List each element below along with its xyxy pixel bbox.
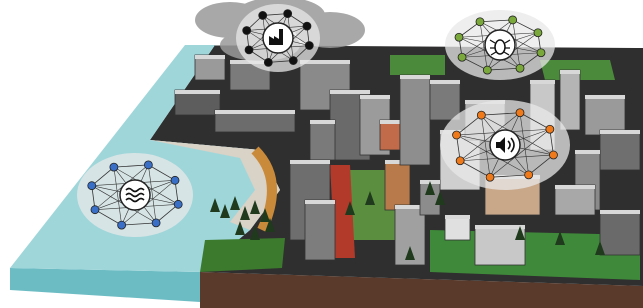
- building: [305, 200, 335, 260]
- page: (() => { const data = JSON.parse(documen…: [0, 0, 643, 308]
- building-roof: [600, 210, 640, 214]
- city-illustration: [0, 0, 643, 308]
- building-roof: [330, 90, 370, 94]
- network-hub: [120, 180, 150, 210]
- sensor-node: [525, 171, 533, 179]
- sensor-node: [144, 161, 152, 169]
- park: [390, 55, 445, 75]
- building-roof: [530, 80, 555, 84]
- sensor-node: [110, 163, 118, 171]
- network-hub: [485, 30, 515, 60]
- sensor-node: [284, 10, 292, 18]
- building: [600, 210, 640, 255]
- sensor-node: [537, 49, 545, 57]
- building-roof: [585, 95, 625, 99]
- building-roof: [305, 200, 335, 204]
- sensor-node: [456, 157, 464, 165]
- building: [600, 130, 640, 170]
- building-roof: [555, 185, 595, 189]
- sensor-node: [516, 64, 524, 72]
- building: [380, 120, 400, 150]
- building: [430, 80, 460, 120]
- sensor-node: [264, 58, 272, 66]
- sensor-node: [171, 176, 179, 184]
- sensor-node: [243, 26, 251, 34]
- building-roof: [400, 75, 430, 79]
- building-roof: [600, 130, 640, 134]
- sensor-node: [453, 131, 461, 139]
- building-roof: [215, 110, 295, 114]
- sensor-node: [509, 16, 517, 24]
- building: [400, 75, 430, 165]
- sensor-node: [476, 18, 484, 26]
- building: [310, 120, 335, 160]
- sensor-node: [91, 206, 99, 214]
- building-roof: [360, 95, 390, 99]
- building: [585, 95, 625, 135]
- sensor-node: [118, 221, 126, 229]
- sensor-node: [289, 57, 297, 65]
- building-roof: [175, 90, 220, 94]
- sensor-node: [303, 22, 311, 30]
- sensor-network: [445, 10, 555, 80]
- building-roof: [445, 215, 470, 219]
- building-roof: [380, 120, 400, 124]
- sensor-node: [455, 33, 463, 41]
- sensor-network: [440, 100, 570, 190]
- building: [560, 70, 580, 130]
- sensor-node: [305, 42, 313, 50]
- building-roof: [560, 70, 580, 74]
- sensor-node: [549, 151, 557, 159]
- sensor-network: [77, 153, 193, 237]
- building-roof: [475, 225, 525, 229]
- building-roof: [575, 150, 600, 154]
- building-roof: [290, 160, 330, 164]
- sensor-node: [486, 173, 494, 181]
- sensor-network: [236, 4, 320, 72]
- building: [385, 160, 410, 210]
- sensor-node: [458, 53, 466, 61]
- sensor-node: [245, 46, 253, 54]
- sensor-node: [534, 29, 542, 37]
- sensor-node: [152, 219, 160, 227]
- sensor-node: [516, 109, 524, 117]
- sensor-node: [259, 11, 267, 19]
- building: [555, 185, 595, 215]
- building-roof: [310, 120, 335, 124]
- building-roof: [430, 80, 460, 84]
- sensor-node: [546, 125, 554, 133]
- park: [200, 238, 285, 272]
- sensor-node: [174, 200, 182, 208]
- network-hub: [263, 23, 293, 53]
- sensor-node: [477, 111, 485, 119]
- sensor-node: [88, 182, 96, 190]
- building-roof: [195, 55, 225, 59]
- water-side: [10, 268, 200, 302]
- building: [475, 225, 525, 265]
- sensor-node: [483, 66, 491, 74]
